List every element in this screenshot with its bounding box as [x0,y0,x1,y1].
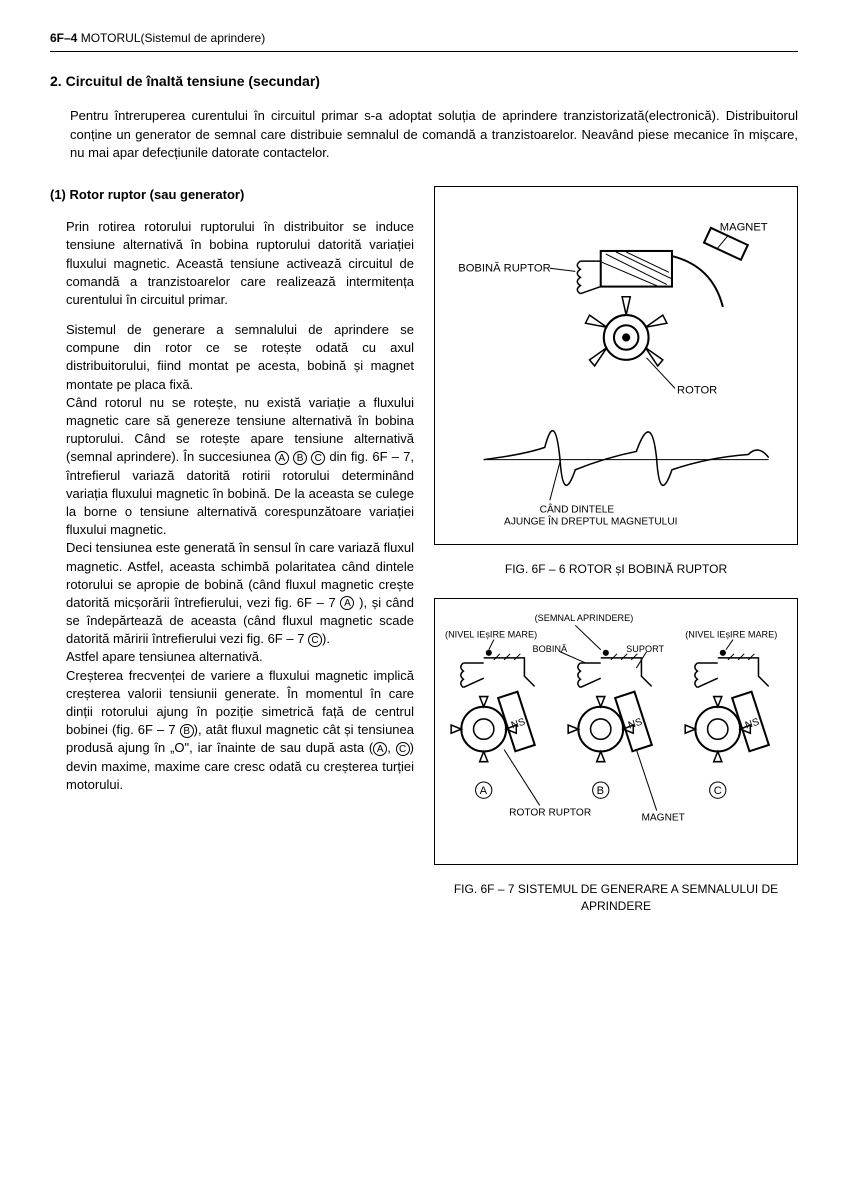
paragraph-1: Prin rotirea rotorului ruptorului în dis… [66,218,414,309]
fig7-label-nivel-l: (NIVEL IEșIRE MARE) [445,629,537,639]
subsection-title: (1) Rotor ruptor (sau generator) [50,186,414,204]
header-section: MOTORUL [81,31,141,45]
letter-B-2: B [180,724,194,738]
fig7-label-magnet: MAGNET [641,812,684,823]
letter-C-2: C [308,633,322,647]
section-number: 2. [50,73,62,89]
figure-6f7-box: (SEMNAL APRINDERE) (NIVEL IEșIRE MARE) (… [434,598,798,865]
section-title-text: Circuitul de înaltă tensiune (secundar) [66,73,320,89]
para2d: Astfel apare tensiunea alternativă. [66,649,263,664]
section-title: 2. Circuitul de înaltă tensiune (secunda… [50,72,798,92]
header-subsection: (Sistemul de aprindere) [141,31,266,45]
fig7-letter-C: C [714,785,722,797]
figure-6f6-box: BOBINĂ RUPTOR MAGNET ROTOR CÂND DINTELE … [434,186,798,545]
figure-6f7-svg: (SEMNAL APRINDERE) (NIVEL IEșIRE MARE) (… [443,607,789,851]
fig6-label-bobina: BOBINĂ RUPTOR [458,261,550,274]
fig6-label-magnet: MAGNET [720,222,768,234]
subsection-number: (1) [50,187,66,202]
fig6-label-rotor: ROTOR [677,384,717,396]
fig7-ns-b: NS [627,716,644,731]
para2c-end: ). [322,631,330,646]
intro-paragraph: Pentru întreruperea curentului în circui… [70,107,798,162]
fig7-label-rotor: ROTOR RUPTOR [509,807,591,818]
fig7-assembly-C: NS [685,649,769,761]
figure-6f6-svg: BOBINĂ RUPTOR MAGNET ROTOR CÂND DINTELE … [443,195,789,531]
fig7-label-semnal: (SEMNAL APRINDERE) [535,613,634,623]
para2a: Sistemul de generare a semnalului de apr… [66,322,414,392]
fig7-label-bobina: BOBINĂ [533,644,568,654]
fig6-wave-label-1: CÂND DINTELE [540,502,615,515]
fig7-assembly-A: NS [451,649,535,761]
fig7-ns-a: NS [510,716,527,731]
paragraph-2: Sistemul de generare a semnalului de apr… [66,321,414,794]
fig6-wave-label-2: AJUNGE ÎN DREPTUL MAGNETULUI [504,515,677,528]
letter-A-2: A [340,596,354,610]
subsection-title-text: Rotor ruptor (sau generator) [70,187,245,202]
fig7-label-suport: SUPORT [626,644,664,654]
page-number: 6F–4 [50,31,77,45]
fig7-ns-c: NS [744,716,761,731]
figure-6f6-caption: FIG. 6F – 6 ROTOR șI BOBINĂ RUPTOR [434,561,798,578]
figure-6f7-caption: FIG. 6F – 7 SISTEMUL DE GENERARE A SEMNA… [434,881,798,915]
letter-A: A [275,451,289,465]
fig7-label-nivel-r: (NIVEL IEșIRE MARE) [685,629,777,639]
left-column: (1) Rotor ruptor (sau generator) Prin ro… [50,186,414,925]
right-column: BOBINĂ RUPTOR MAGNET ROTOR CÂND DINTELE … [434,186,798,925]
page-header: 6F–4 MOTORUL(Sistemul de aprindere) [50,30,798,52]
letter-C: C [311,451,325,465]
letter-C-3: C [396,742,410,756]
fig7-letter-A: A [480,785,488,797]
fig7-assembly-B: NS [568,649,652,761]
letter-B: B [293,451,307,465]
fig7-letter-B: B [597,785,604,797]
letter-A-3: A [373,742,387,756]
